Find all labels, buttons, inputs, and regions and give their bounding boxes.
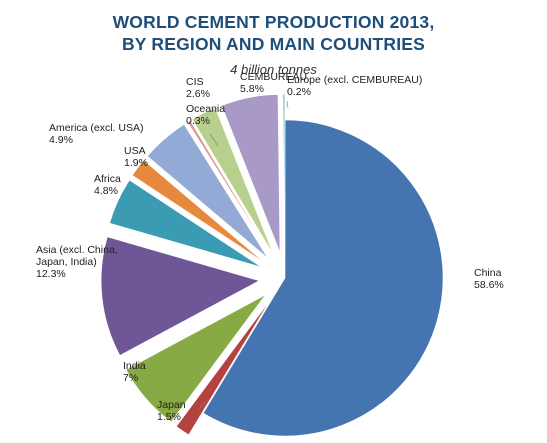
slice-label-usa: USA 1.9% [124, 145, 148, 169]
leader-line [286, 100, 289, 109]
slice-label-japan: Japan 1.5% [157, 399, 186, 423]
pie-slice-japan [175, 299, 271, 436]
slice-label-europe-excl-cembureau: Europe (excl. CEMBUREAU) 0.2% [287, 74, 422, 98]
pie-slice-usa [131, 159, 265, 263]
slice-label-cembureau: CEMBUREAU 5.8% [240, 71, 307, 95]
slice-label-america-excl-usa: America (excl. USA) 4.9% [49, 122, 144, 146]
pie-slice-africa [109, 179, 262, 268]
pie-slice-cis [191, 107, 274, 255]
slice-label-cis: CIS 2.6% [186, 76, 210, 100]
slice-label-china: China 58.6% [474, 267, 504, 291]
chart-title-line-2: BY REGION AND MAIN COUNTRIES [121, 34, 426, 54]
chart-title-line-1: WORLD CEMENT PRODUCTION 2013, [112, 12, 435, 32]
pie-slice-america-excl-usa [146, 124, 269, 259]
pie-slice-oceania [187, 119, 272, 256]
slice-label-africa: Africa 4.8% [94, 173, 121, 197]
pie-slice-europe-excl-cembureau [282, 93, 286, 253]
slice-label-oceania: Oceania 0.3% [186, 103, 225, 127]
slice-label-asia-excl-china-japan-india: Asia (excl. China, Japan, India) 12.3% [36, 244, 118, 280]
pie-slice-india [125, 294, 266, 423]
pie-slice-china [202, 119, 444, 437]
pie-slice-asia-excl-china-japan-india [100, 236, 260, 356]
leader-line [198, 401, 206, 410]
chart-subtitle: 4 billion tonnes [230, 62, 317, 77]
slice-label-india: India 7% [123, 360, 146, 384]
pie-slice-cembureau [221, 94, 281, 253]
leader-line [209, 133, 219, 147]
